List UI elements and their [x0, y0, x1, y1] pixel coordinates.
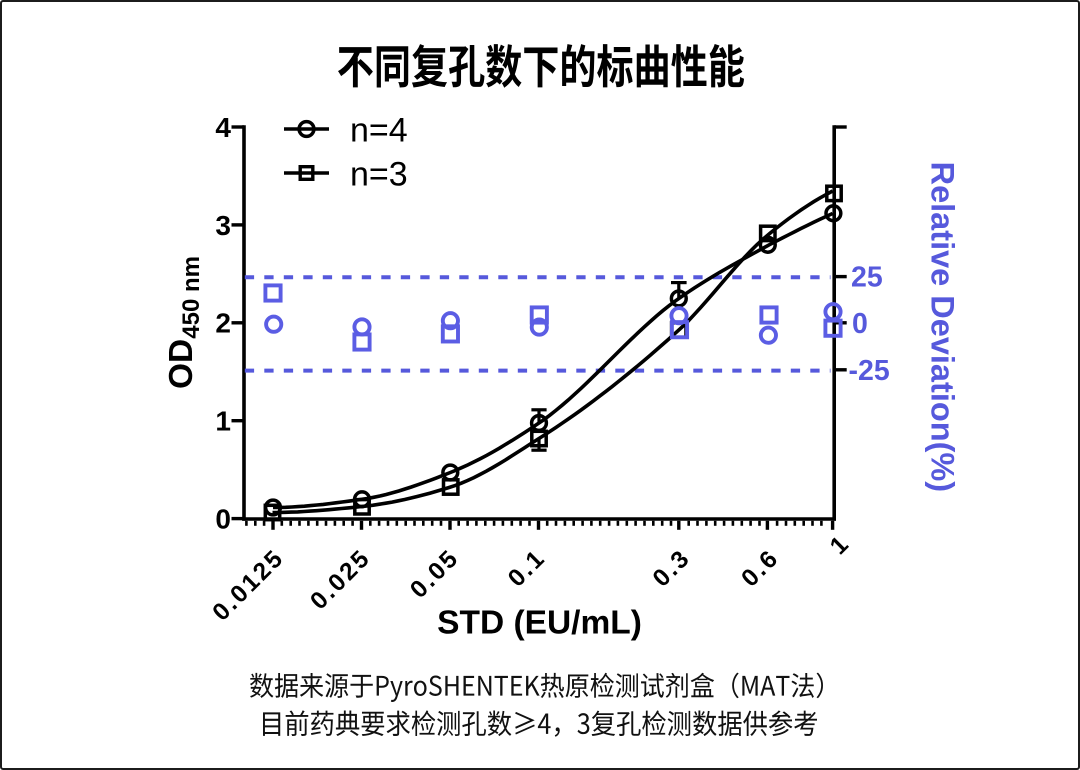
svg-text:Relative Deviation(%): Relative Deviation(%) — [925, 162, 961, 493]
svg-text:25: 25 — [851, 262, 883, 294]
svg-text:0: 0 — [852, 308, 868, 340]
svg-text:2: 2 — [215, 308, 231, 339]
svg-text:0: 0 — [215, 504, 231, 535]
svg-text:n=4: n=4 — [350, 112, 408, 150]
svg-text:1: 1 — [215, 406, 231, 437]
svg-text:-25: -25 — [849, 355, 890, 387]
svg-text:STD (EU/mL): STD (EU/mL) — [437, 605, 642, 642]
svg-text:3: 3 — [215, 210, 231, 241]
svg-text:n=3: n=3 — [350, 156, 408, 194]
svg-text:4: 4 — [215, 112, 231, 143]
